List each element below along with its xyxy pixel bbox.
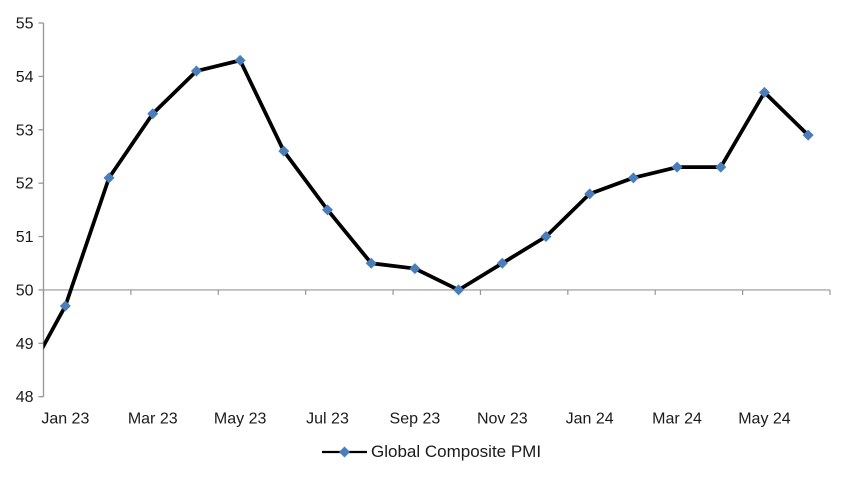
data-point-jul-23: [322, 204, 334, 216]
y-axis: 48 49 50 51 52 53 54 55: [16, 16, 45, 406]
legend-label: Global Composite PMI: [371, 442, 541, 461]
x-tick-label: Nov 23: [477, 411, 528, 428]
x-axis-labels: Jan 23 Mar 23 May 23 Jul 23 Sep 23 Nov 23 Jan …: [41, 411, 790, 428]
data-point-may-23: [234, 54, 246, 66]
data-point-may-24: [758, 86, 770, 98]
data-point-apr-23: [190, 65, 202, 77]
x-tick-label: May 24: [738, 411, 791, 428]
data-point-feb-24: [627, 172, 639, 184]
data-point-sep-23: [409, 263, 421, 275]
data-point-jun-23: [278, 145, 290, 157]
series-global-composite-pmi: [43, 54, 814, 350]
y-tick-label: 50: [16, 282, 34, 299]
x-tick-label: Jul 23: [306, 411, 349, 428]
x-tick-label: Mar 23: [128, 411, 178, 428]
data-point-jan-23: [59, 300, 71, 312]
data-point-jan-24: [584, 188, 596, 200]
legend: Global Composite PMI: [322, 442, 541, 461]
data-point-feb-23: [103, 172, 115, 184]
x-tick-label: May 23: [214, 411, 267, 428]
y-tick-label: 49: [16, 336, 34, 353]
x-tick-label: Sep 23: [390, 411, 441, 428]
data-point-jun-24: [802, 129, 814, 141]
x-tick-label: Jan 23: [41, 411, 89, 428]
data-point-aug-23: [365, 257, 377, 269]
x-tick-label: Jan 24: [566, 411, 614, 428]
pmi-line: [43, 58, 811, 350]
data-point-nov-23: [496, 257, 508, 269]
y-tick-label: 48: [16, 389, 34, 406]
y-tick-label: 52: [16, 176, 34, 193]
y-tick-label: 54: [16, 69, 34, 86]
data-point-apr-24: [715, 161, 727, 173]
data-point-mar-23: [147, 108, 159, 120]
y-tick-label: 51: [16, 229, 34, 246]
data-point-mar-24: [671, 161, 683, 173]
y-tick-label: 53: [16, 122, 34, 139]
x-tick-label: Mar 24: [652, 411, 702, 428]
legend-diamond-marker-icon: [339, 446, 350, 458]
data-point-dec-23: [540, 231, 552, 243]
x-axis-line-at-50: [42, 289, 831, 295]
data-point-oct-23: [453, 284, 465, 296]
y-tick-label: 55: [16, 16, 34, 33]
